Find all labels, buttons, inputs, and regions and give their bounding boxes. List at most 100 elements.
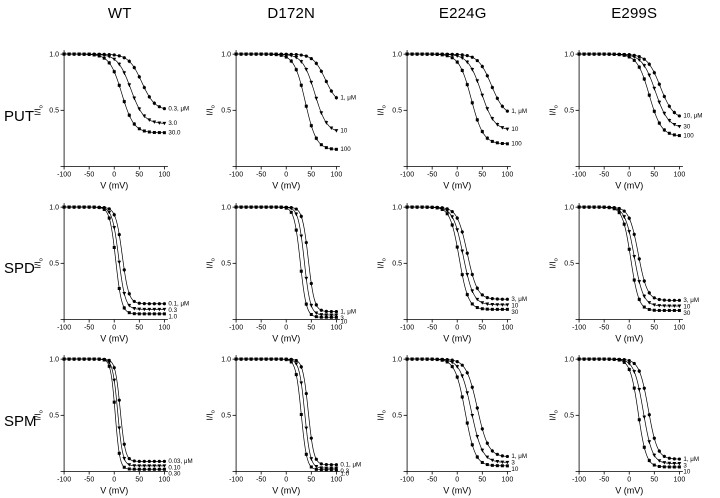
data-points (576, 357, 681, 466)
data-points (405, 357, 510, 465)
data-points (576, 52, 681, 129)
panel-put-e299s: 1.0 0.5 -100 -50 0 50 100 V (mV) I/Io 10, μM 30 100 (549, 40, 720, 193)
y-tick-label: 0.5 (221, 108, 231, 115)
plot-spm-wt: 1.0 0.5 -100 -50 0 50 100 V (mV) I/Io 0.03, μM0.1… (34, 355, 193, 496)
axis-labels: 1.0 0.5 -100 -50 0 50 100 V (mV) I/Io (34, 204, 170, 343)
series-label: 10 (511, 302, 518, 309)
curve-line (578, 206, 679, 307)
panel-put-wt: 1.0 0.5 -100 -50 0 50 100 V (mV) I/Io 0.3, μM 3.0 3… (34, 40, 206, 193)
x-tick-label: 50 (650, 172, 658, 179)
axes (575, 202, 683, 323)
row-label-spm-text: SPM (4, 413, 37, 431)
data-points (234, 52, 338, 151)
x-tick-label: 100 (502, 172, 514, 179)
curve-1 (62, 52, 166, 111)
plot-put-e224g: 1.0 0.5 -100 -50 0 50 100 V (mV) I/Io 1, μM 10 100 (377, 50, 527, 191)
x-tick-label: 0 (112, 172, 116, 179)
curve-line (578, 206, 679, 301)
panel-spd-d172n: 1.0 0.5 -100 -50 0 50 100 V (mV) I/Io 1, μM 3 10 (206, 193, 378, 346)
series-label: 10 (340, 318, 347, 325)
x-tick-label: -50 (256, 172, 266, 179)
curve-line (578, 359, 679, 468)
panel-spd-e224g: 1.0 0.5 -100 -50 0 50 100 V (mV) I/Io 3, μM 10 30 (377, 193, 549, 346)
x-tick-label: -50 (84, 477, 94, 484)
y-tick-label: 0.5 (49, 260, 59, 267)
curve-line (235, 206, 336, 318)
plot-put-d172n: 1.0 0.5 -100 -50 0 50 100 V (mV) I/Io 1, μM 10 100 (206, 50, 356, 191)
x-tick-label: 100 (330, 172, 342, 179)
series-label: 0.3 (340, 468, 349, 475)
series-label: 1, μM (511, 454, 527, 461)
series-label: 1.0 (168, 313, 177, 320)
curve-line (407, 206, 508, 310)
series-label: 30 (683, 310, 690, 317)
x-tick-label: 50 (478, 477, 486, 484)
x-axis-title: V (mV) (615, 486, 643, 496)
x-tick-label: -100 (57, 172, 71, 179)
curve-3 (577, 52, 681, 138)
y-tick-label: 0.5 (221, 413, 231, 420)
curve-2 (405, 357, 510, 465)
axes (403, 202, 511, 323)
x-tick-label: 50 (135, 172, 143, 179)
y-axis-title: I/Io (206, 411, 216, 421)
series-label: 100 (683, 132, 694, 139)
axis-labels: 1.0 0.5 -100 -50 0 50 100 V (mV) I/Io (549, 357, 685, 496)
data-points (62, 205, 166, 316)
x-tick-label: -100 (57, 477, 71, 484)
curve-3 (405, 52, 509, 146)
y-tick-label: 1.0 (392, 52, 402, 59)
x-tick-label: 0 (284, 172, 288, 179)
data-points (62, 52, 166, 111)
curve-3 (405, 205, 509, 311)
curve-line (407, 206, 508, 305)
data-points (234, 205, 338, 319)
x-tick-label: 50 (135, 477, 143, 484)
x-tick-label: 100 (673, 477, 685, 484)
series-label: 3 (683, 463, 687, 470)
y-tick-label: 0.5 (392, 413, 402, 420)
axes (403, 355, 511, 475)
curve-2 (576, 52, 681, 129)
axis-labels: 1.0 0.5 -100 -50 0 50 100 V (mV) I/Io (34, 52, 170, 191)
curve-2 (233, 52, 338, 133)
curve-line (235, 359, 336, 471)
column-header-e299s: E299S (611, 5, 658, 22)
data-points (405, 205, 510, 307)
series-label: 0.1, μM (168, 300, 189, 307)
curve-line (578, 53, 680, 117)
y-tick-label: 1.0 (49, 204, 59, 211)
curve-line (235, 359, 336, 469)
curve-line (235, 359, 336, 466)
y-tick-label: 0.5 (221, 260, 231, 267)
data-points (62, 357, 166, 472)
curve-line (64, 359, 165, 467)
curve-2 (576, 205, 681, 308)
curve-1 (576, 52, 681, 118)
series-label: 10 (511, 126, 518, 133)
data-points (405, 52, 509, 146)
series-label: 100 (340, 146, 351, 153)
x-tick-label: 50 (135, 324, 143, 331)
panel-spd-wt: 1.0 0.5 -100 -50 0 50 100 V (mV) I/Io 0.1, μM 0.3 1… (34, 193, 206, 346)
x-tick-label: 100 (159, 172, 171, 179)
curve-1 (62, 357, 166, 464)
x-tick-label: -50 (84, 324, 94, 331)
error-bars (628, 367, 650, 463)
x-tick-label: -100 (229, 477, 243, 484)
data-points (577, 52, 681, 138)
data-points (62, 357, 167, 469)
curve-2 (576, 357, 681, 466)
error-bars (300, 214, 317, 307)
plot-put-e299s: 1.0 0.5 -100 -50 0 50 100 V (mV) I/Io 10, μM 30 100 (549, 50, 702, 191)
y-axis-title: I/Io (549, 105, 559, 115)
curve-2 (405, 52, 510, 132)
y-axis-title: I/Io (377, 105, 387, 115)
y-tick-label: 1.0 (221, 357, 231, 364)
x-tick-label: 0 (627, 172, 631, 179)
x-tick-label: 50 (307, 172, 315, 179)
x-axis-title: V (mV) (100, 486, 128, 496)
